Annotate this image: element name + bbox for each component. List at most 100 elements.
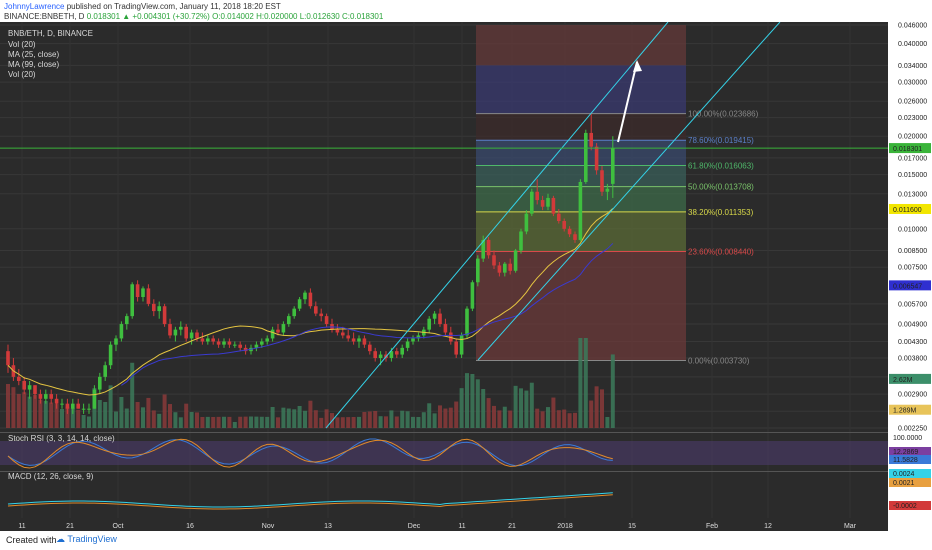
symbol-name: BINANCE:BNBETH, D <box>4 12 85 21</box>
volume-bar <box>605 417 610 428</box>
fib-zone <box>476 140 686 166</box>
candle-body <box>319 313 323 317</box>
candle-body <box>411 338 415 342</box>
volume-bar <box>49 402 54 428</box>
candle-body <box>341 332 345 336</box>
volume-bar <box>135 402 140 428</box>
price-axis[interactable]: 0.046000 0.040000 0.034000 0.030000 0.026000… <box>889 23 931 511</box>
tradingview-logo-icon[interactable]: ☁ TradingView <box>56 534 117 544</box>
ohlc-values: O:0.014002 H:0.020000 L:0.012630 C:0.018… <box>212 12 384 21</box>
candle-body <box>551 197 556 214</box>
macd-axis-box <box>889 478 931 487</box>
candle-body <box>492 255 496 266</box>
price-label-box <box>889 404 931 415</box>
drawings[interactable] <box>0 22 888 429</box>
candle-body <box>44 394 48 399</box>
candle-body <box>594 146 599 171</box>
candle-body <box>33 385 37 395</box>
volume-bar <box>351 417 356 428</box>
candle-body <box>92 389 97 409</box>
y-tick-label: 0.015000 <box>898 172 927 179</box>
candle-body <box>508 263 512 271</box>
volume-bar <box>108 385 113 428</box>
candle-body <box>362 338 367 345</box>
volume-bar <box>524 390 529 428</box>
volume-bar <box>313 410 318 428</box>
volume-bar <box>292 409 297 428</box>
arrow-head-icon <box>633 60 642 72</box>
volume-bar <box>308 400 313 428</box>
price-label-box <box>889 203 931 214</box>
price-label-text: 0.006547 <box>893 283 922 290</box>
candle-body <box>98 376 102 390</box>
candle-body <box>227 341 232 345</box>
volume-bar <box>421 412 426 428</box>
brand-name: TradingView <box>67 534 117 544</box>
y-tick-label: 0.005700 <box>898 301 927 308</box>
fib-level-label: 78.60%(0.019415) <box>688 136 754 145</box>
candle-body <box>6 351 10 366</box>
candle-body <box>200 338 205 342</box>
x-tick-label: Dec <box>408 523 421 530</box>
fib-level-label: 23.60%(0.008440) <box>688 247 754 256</box>
macd-line <box>7 492 613 508</box>
candle-body <box>600 170 604 192</box>
volume-bar <box>33 395 37 428</box>
volume-bar <box>87 416 91 428</box>
price-chart[interactable]: 100.00%(0.023686) 78.60%(0.019415) 61.80%(… <box>0 22 932 532</box>
volume-bar <box>205 416 210 428</box>
channel-upper-line <box>325 22 669 429</box>
macd-signal-line <box>7 494 613 510</box>
candle-body <box>405 341 410 348</box>
author-link[interactable]: JohnnyLawrence <box>4 2 65 11</box>
volume-bar <box>546 407 550 428</box>
price-label-text: 1.289M <box>893 408 917 415</box>
volume-bar <box>427 403 432 428</box>
stoch-axis-label: 12.2869 <box>893 449 918 456</box>
candle-body <box>373 351 377 359</box>
fib-zone <box>476 113 686 141</box>
volume-bar <box>103 402 108 428</box>
y-tick-label: 0.017000 <box>898 155 927 162</box>
y-tick-label: 0.008500 <box>898 248 927 255</box>
candle-body <box>481 239 485 259</box>
volume-bar <box>141 407 145 428</box>
volume-bar <box>562 409 567 428</box>
volume-bar <box>238 416 243 428</box>
moving-averages <box>7 208 614 396</box>
candle-body <box>605 188 610 192</box>
volume-bar <box>151 410 156 428</box>
candle-body <box>233 344 237 346</box>
volume-bar <box>130 362 135 428</box>
stoch-axis-label: 11.5828 <box>893 457 918 464</box>
candle-body <box>173 329 178 336</box>
fibonacci-retracement[interactable]: 100.00%(0.023686) 78.60%(0.019415) 61.80%(… <box>476 25 759 365</box>
y-tick-label: 0.046000 <box>898 23 927 30</box>
volume-bar <box>400 410 405 428</box>
volume-bar <box>324 409 329 428</box>
time-axis[interactable]: 11 21 Oct 16 Nov 13 Dec 11 21 2018 15 Feb 12 Mar <box>18 523 856 530</box>
candle-body <box>49 394 53 399</box>
stoch-band <box>0 441 888 465</box>
volume-bar <box>540 411 545 428</box>
y-tick-label: 0.004900 <box>898 322 927 329</box>
x-tick-label: Oct <box>113 523 124 530</box>
fib-level-label: 61.80%(0.016063) <box>688 162 754 171</box>
indicator-panels <box>0 432 888 510</box>
fib-zone <box>476 165 686 187</box>
candle-body <box>465 308 469 336</box>
volume-bar <box>535 408 540 428</box>
volume-bar <box>16 393 21 428</box>
candle-body <box>54 398 59 404</box>
volume-bar <box>394 416 399 428</box>
volume-bar <box>340 417 345 428</box>
volume-bar <box>124 408 129 428</box>
y-tick-label: 0.026000 <box>898 99 927 106</box>
macd-label: MACD (12, 26, close, 9) <box>8 472 94 481</box>
candle-body <box>179 326 183 330</box>
candle-body <box>503 263 507 273</box>
volume-bar <box>184 403 189 428</box>
volume-bar <box>22 392 27 428</box>
candle-body <box>443 324 448 333</box>
candle-body <box>260 341 264 345</box>
